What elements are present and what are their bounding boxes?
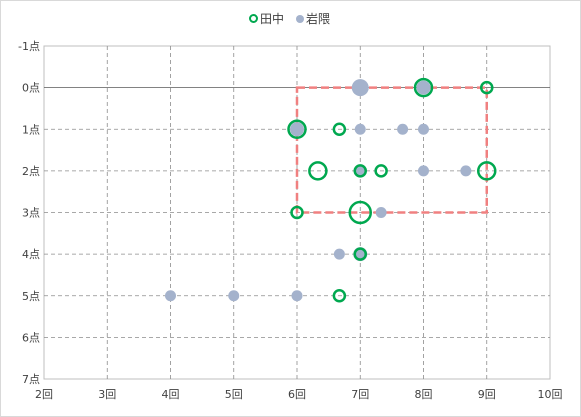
iwakuma-legend-marker <box>296 14 304 23</box>
y-tick-label: 6点 <box>22 331 40 344</box>
iwakuma-point <box>354 165 366 177</box>
y-tick-label: 0点 <box>22 82 40 95</box>
y-tick-label: 7点 <box>22 373 40 386</box>
legend-item-tanaka: 田中 <box>248 10 284 27</box>
x-tick-label: 4回 <box>162 388 180 401</box>
iwakuma-point <box>165 290 176 302</box>
x-tick-label: 10回 <box>538 388 563 401</box>
x-tick-label: 5回 <box>225 388 243 401</box>
tanaka-point <box>290 205 304 220</box>
tanaka-legend-marker <box>248 14 258 23</box>
tanaka-point <box>348 200 372 225</box>
iwakuma-point <box>416 80 431 95</box>
legend-item-iwakuma: 岩隈 <box>296 10 330 27</box>
y-tick-label: -1点 <box>18 40 40 53</box>
iwakuma-point <box>333 248 345 260</box>
tanaka-point <box>332 122 347 136</box>
x-tick-label: 3回 <box>98 388 116 401</box>
y-tick-label: 5点 <box>22 290 40 303</box>
tanaka-point <box>353 164 367 178</box>
iwakuma-point <box>228 290 240 302</box>
x-tick-label: 2回 <box>35 388 53 401</box>
iwakuma-point <box>375 207 387 218</box>
legend: 田中 岩隈 <box>0 10 579 27</box>
tanaka-point <box>353 247 367 261</box>
iwakuma-point <box>291 290 303 302</box>
x-tick-label: 8回 <box>415 388 433 401</box>
tanaka-point <box>413 77 434 98</box>
legend-label-tanaka: 田中 <box>259 12 284 26</box>
iwakuma-point <box>418 165 429 177</box>
tanaka-point <box>332 289 347 303</box>
tanaka-point <box>374 164 388 178</box>
tanaka-point <box>308 161 328 181</box>
y-tick-label: 3点 <box>22 207 40 220</box>
highlight-rectangle <box>295 86 488 214</box>
x-tick-label: 7回 <box>351 388 369 401</box>
tanaka-point <box>477 161 497 181</box>
iwakuma-point <box>418 123 429 135</box>
x-tick-label: 6回 <box>288 388 306 401</box>
tanaka-point <box>480 80 494 95</box>
iwakuma-point <box>354 123 366 135</box>
iwakuma-point <box>397 123 409 135</box>
y-tick-label: 2点 <box>22 165 40 178</box>
tanaka-point <box>287 119 307 139</box>
x-tick-label: 9回 <box>478 388 496 401</box>
iwakuma-point <box>460 165 472 177</box>
y-tick-label: 1点 <box>22 123 40 136</box>
legend-label-iwakuma: 岩隈 <box>306 12 331 26</box>
iwakuma-point <box>351 79 369 97</box>
iwakuma-point <box>290 122 304 137</box>
y-tick-label: 4点 <box>22 248 40 261</box>
